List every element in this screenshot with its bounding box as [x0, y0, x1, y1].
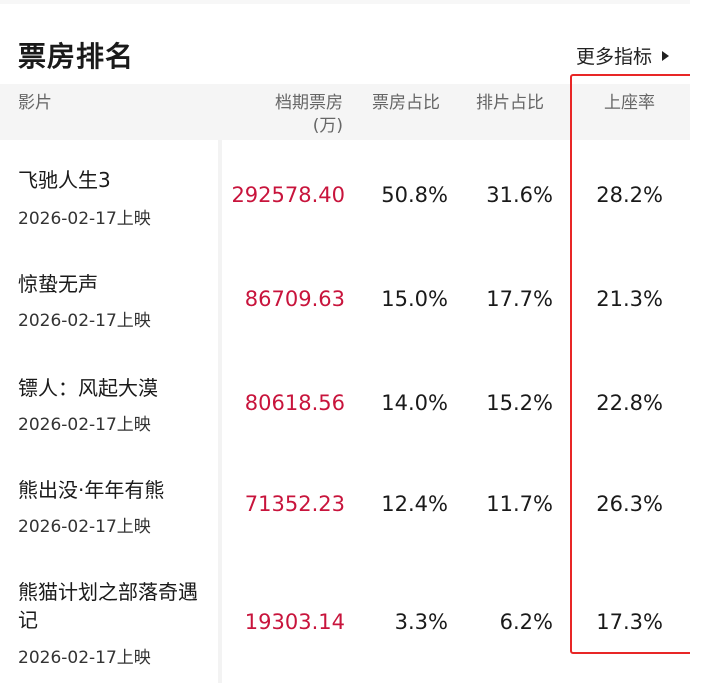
table-header	[0, 84, 690, 140]
film-name: 飞驰人生3	[18, 168, 111, 192]
film-name: 镖人：风起大漠	[18, 376, 158, 400]
box-office-value: 71352.23	[244, 492, 345, 516]
screen-share-value: 11.7%	[486, 492, 553, 516]
table-row[interactable]: 惊蛰无声 2026-02-17上映 86709.63 15.0% 17.7% 2…	[0, 254, 690, 354]
box-share-value: 14.0%	[381, 391, 448, 415]
box-share-value: 15.0%	[381, 287, 448, 311]
box-share-value: 50.8%	[381, 183, 448, 207]
page-title: 票房排名	[18, 40, 135, 73]
box-share-value: 3.3%	[394, 610, 448, 634]
col-header-screen-share: 排片占比	[476, 93, 544, 113]
film-name: 熊猫计划之部落奇遇记	[18, 580, 198, 632]
release-date: 2026-02-17上映	[18, 415, 151, 435]
film-name: 熊出没·年年有熊	[18, 478, 165, 502]
col-header-seat-rate: 上座率	[604, 93, 655, 113]
release-date: 2026-02-17上映	[18, 517, 151, 537]
col-header-box-share: 票房占比	[372, 93, 440, 113]
col-header-box-office-line1: 档期票房	[275, 93, 343, 113]
screen-share-value: 31.6%	[486, 183, 553, 207]
table-row[interactable]: 镖人：风起大漠 2026-02-17上映 80618.56 14.0% 15.2…	[0, 358, 690, 458]
table-row[interactable]: 熊出没·年年有熊 2026-02-17上映 71352.23 12.4% 11.…	[0, 462, 690, 562]
box-office-value: 292578.40	[231, 183, 345, 207]
col-header-box-office: 档期票房 (万)	[233, 92, 343, 138]
film-name: 惊蛰无声	[18, 272, 98, 296]
top-divider	[0, 0, 690, 4]
seat-rate-value: 21.3%	[596, 287, 663, 311]
col-header-box-office-line2: (万)	[312, 116, 343, 136]
seat-rate-value: 26.3%	[596, 492, 663, 516]
right-margin	[690, 0, 721, 683]
release-date: 2026-02-17上映	[18, 648, 151, 668]
screen-share-value: 17.7%	[486, 287, 553, 311]
release-date: 2026-02-17上映	[18, 311, 151, 331]
box-office-value: 19303.14	[244, 610, 345, 634]
box-office-value: 80618.56	[244, 391, 345, 415]
more-metrics-label: 更多指标	[575, 46, 652, 68]
box-share-value: 12.4%	[381, 492, 448, 516]
film-column-bg	[0, 84, 218, 683]
release-date: 2026-02-17上映	[18, 209, 151, 229]
seat-rate-value: 28.2%	[596, 183, 663, 207]
seat-rate-value: 17.3%	[596, 610, 663, 634]
seat-rate-value: 22.8%	[596, 391, 663, 415]
header: 票房排名 更多指标	[0, 0, 721, 84]
column-divider	[218, 84, 222, 683]
table-row[interactable]: 熊猫计划之部落奇遇记 2026-02-17上映 19303.14 3.3% 6.…	[0, 566, 690, 683]
box-office-value: 86709.63	[244, 287, 345, 311]
triangle-right-icon	[662, 50, 669, 61]
table-row[interactable]: 飞驰人生3 2026-02-17上映 292578.40 50.8% 31.6%…	[0, 150, 690, 250]
col-header-film: 影片	[18, 93, 52, 113]
screen-share-value: 6.2%	[499, 610, 553, 634]
more-metrics-link[interactable]: 更多指标	[576, 42, 669, 69]
screen-share-value: 15.2%	[486, 391, 553, 415]
